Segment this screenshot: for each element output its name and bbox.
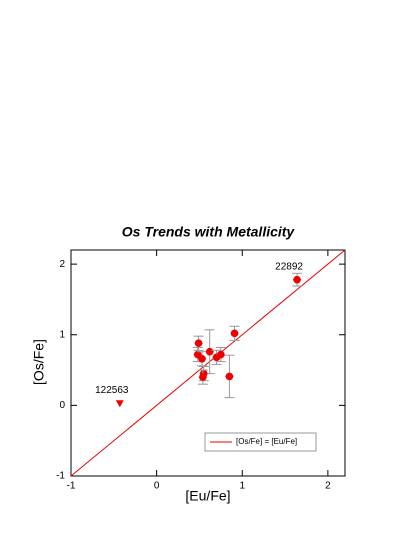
x-tick-label: -1 <box>67 481 76 492</box>
point <box>205 347 214 356</box>
point <box>199 373 207 381</box>
legend-box <box>204 432 317 452</box>
y-tick-label: 1 <box>59 329 65 340</box>
x-tick-label: 2 <box>325 481 331 492</box>
point <box>225 372 234 381</box>
point <box>198 354 206 363</box>
y-axis-label: [Os/Fe] <box>31 339 47 385</box>
y-tick-label: -1 <box>56 471 65 482</box>
y-tick-label: 2 <box>59 259 65 270</box>
point <box>217 350 225 359</box>
legend-label: [Os/Fe] = [Eu/Fe] <box>236 437 297 446</box>
x-axis-label: [Eu/Fe] <box>185 488 230 504</box>
point <box>293 275 301 284</box>
y-tick-label: 0 <box>59 400 65 411</box>
x-tick-label: 0 <box>154 481 160 492</box>
point <box>194 339 203 348</box>
annotation: 122563 <box>95 385 129 396</box>
plot-frame <box>70 249 346 477</box>
upper-limit <box>115 400 124 408</box>
chart-title: Os Trends with Metallicity <box>122 224 296 240</box>
annotation: 22892 <box>275 261 303 272</box>
x-tick-label: 1 <box>239 481 245 492</box>
reference-line <box>70 249 346 477</box>
point <box>230 329 239 338</box>
